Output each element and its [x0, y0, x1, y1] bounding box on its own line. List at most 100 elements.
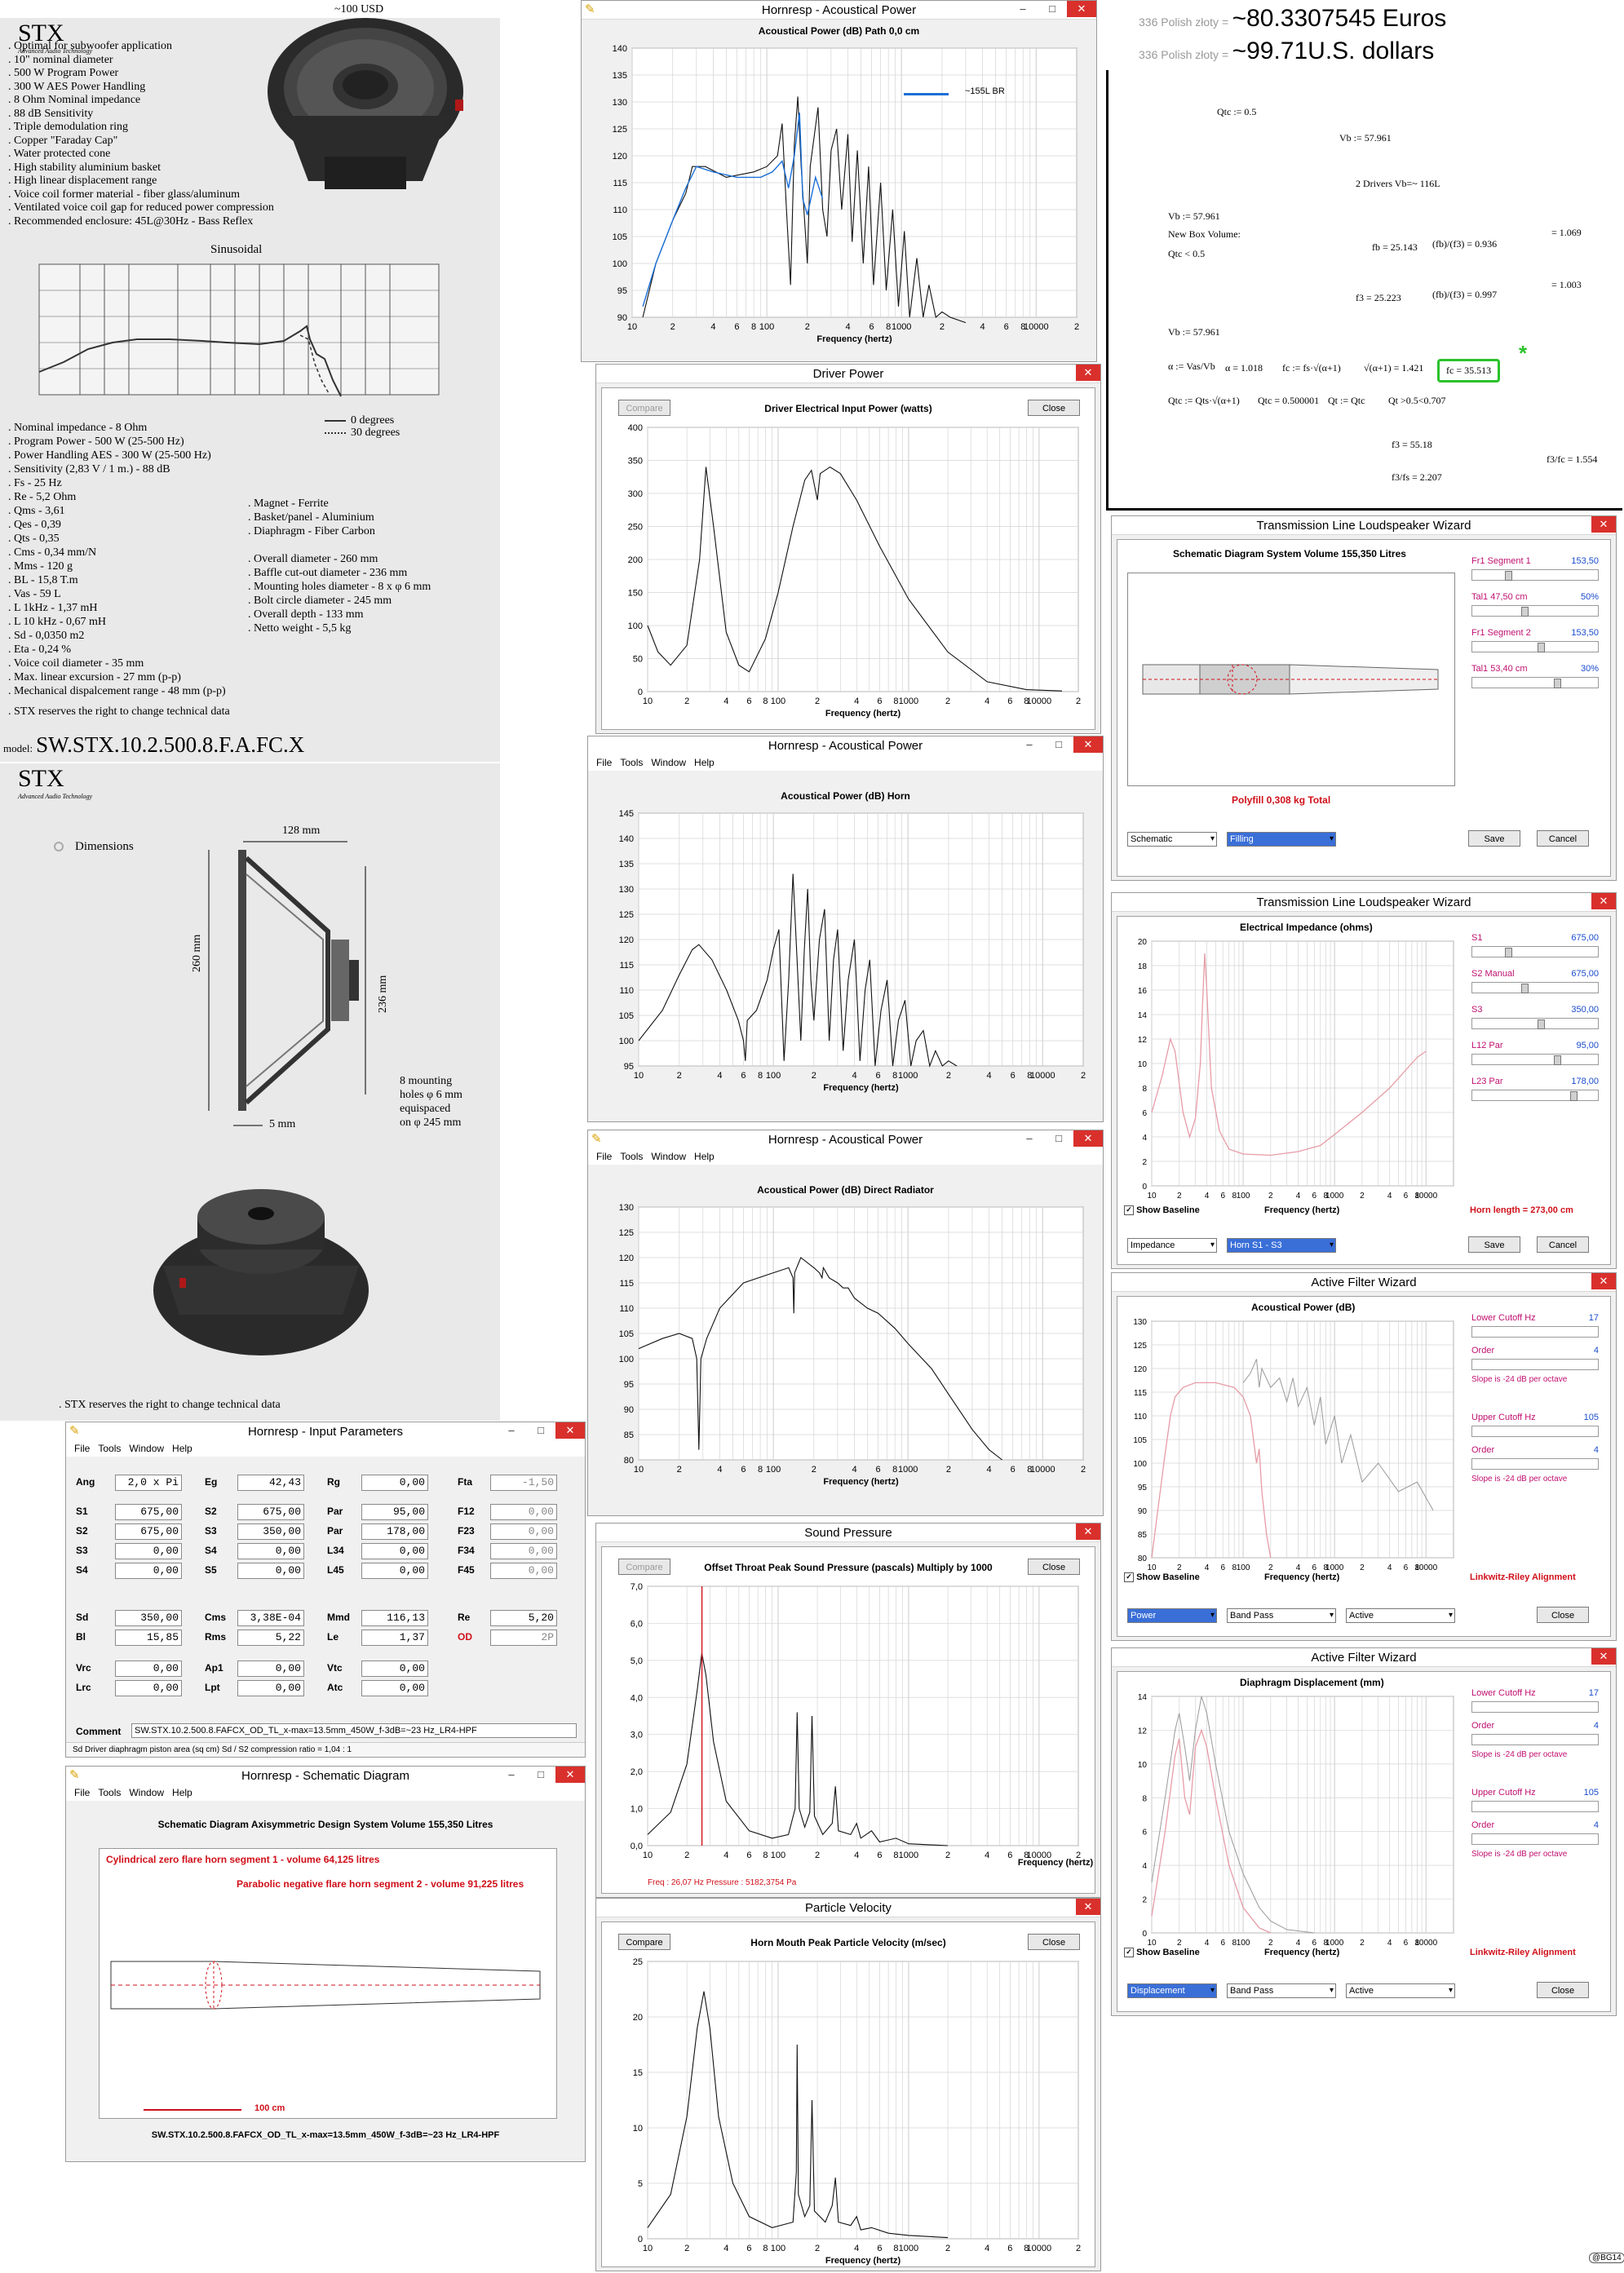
param-field[interactable]: 0,00 [115, 1563, 182, 1579]
minimize-button[interactable]: – [1020, 2, 1026, 15]
compare-button[interactable]: Compare [618, 1559, 670, 1575]
baseline-checkbox[interactable]: ✓ [1124, 1948, 1134, 1958]
close-chart-button[interactable]: Close [1028, 400, 1080, 416]
close-wizard-button[interactable]: Close [1537, 1607, 1589, 1623]
titlebar[interactable]: Particle Velocity ✕ [596, 1899, 1100, 1917]
param-field[interactable]: 178,00 [361, 1523, 428, 1540]
window-acoustical-power-horn[interactable]: Hornresp - Acoustical Power – □ ✕ File Tool… [587, 736, 1104, 1122]
window-acoustical-power-direct[interactable]: ✎ Hornresp - Acoustical Power – □ ✕ File To… [587, 1130, 1104, 1516]
slider-thumb[interactable] [1554, 679, 1561, 688]
close-button[interactable]: ✕ [555, 1422, 585, 1439]
titlebar[interactable]: ✎ Hornresp - Acoustical Power – □ ✕ [582, 1, 1096, 20]
menu-file[interactable]: File [74, 1443, 91, 1454]
filter-slider[interactable] [1471, 1734, 1599, 1745]
menu-window[interactable]: Window [651, 1151, 687, 1162]
menu-window[interactable]: Window [129, 1443, 165, 1454]
slider-thumb[interactable] [1521, 607, 1529, 617]
param-field[interactable]: 1,37 [361, 1630, 428, 1646]
window-input-parameters[interactable]: ✎ Hornresp - Input Parameters – □ ✕ File To… [65, 1422, 586, 1758]
minimize-button[interactable]: – [1026, 738, 1033, 750]
slider-track[interactable] [1471, 605, 1599, 617]
param-field[interactable]: 350,00 [237, 1523, 304, 1540]
filter-slider[interactable] [1471, 1701, 1599, 1713]
param-field[interactable]: 116,13 [361, 1610, 428, 1626]
minimize-button[interactable]: – [508, 1424, 515, 1436]
slider-thumb[interactable] [1521, 984, 1529, 993]
window-active-filter-power[interactable]: Active Filter Wizard ✕ Acoustical Power … [1111, 1272, 1617, 1641]
param-field[interactable]: 350,00 [115, 1610, 182, 1626]
slider-thumb[interactable] [1570, 1091, 1578, 1101]
menu-file[interactable]: File [74, 1787, 91, 1798]
titlebar[interactable]: ✎ Hornresp - Acoustical Power – □ ✕ [588, 1130, 1103, 1149]
window-acoustical-power-path[interactable]: ✎ Hornresp - Acoustical Power – □ ✕ Acoust… [581, 0, 1097, 362]
filter-slider[interactable] [1471, 1458, 1599, 1470]
compare-button[interactable]: Compare [618, 400, 670, 416]
slider-track[interactable] [1471, 641, 1599, 652]
slider-track[interactable] [1471, 1090, 1599, 1101]
save-button[interactable]: Save [1468, 1236, 1520, 1253]
filter-slider[interactable] [1471, 1359, 1599, 1370]
cancel-button[interactable]: Cancel [1537, 1236, 1589, 1253]
param-field[interactable]: 2P [490, 1630, 557, 1646]
close-button[interactable]: ✕ [1591, 1273, 1616, 1289]
cancel-button[interactable]: Cancel [1537, 830, 1589, 847]
view-select[interactable]: Impedance [1127, 1238, 1217, 1253]
show-baseline[interactable]: ✓ Show Baseline [1124, 1572, 1200, 1583]
titlebar[interactable]: Sound Pressure ✕ [596, 1523, 1100, 1542]
menu-help[interactable]: Help [172, 1787, 192, 1798]
close-button[interactable]: ✕ [1073, 736, 1103, 753]
param-field[interactable]: -1,50 [490, 1475, 557, 1491]
menu-tools[interactable]: Tools [98, 1787, 122, 1798]
titlebar[interactable]: Active Filter Wizard ✕ [1112, 1648, 1616, 1667]
window-particle-velocity[interactable]: Particle Velocity ✕ Compare Horn Mouth P… [595, 1898, 1101, 2271]
close-button[interactable]: ✕ [1076, 1523, 1100, 1540]
slider-track[interactable] [1471, 982, 1599, 993]
window-sound-pressure[interactable]: Sound Pressure ✕ Compare Offset Throat P… [595, 1523, 1101, 1898]
filter-type-select[interactable]: Band Pass [1227, 1983, 1336, 1998]
window-tl-wizard-schematic[interactable]: Transmission Line Loudspeaker Wizard ✕ S… [1111, 515, 1617, 881]
menu-help[interactable]: Help [694, 1151, 715, 1162]
close-button[interactable]: ✕ [1591, 516, 1616, 533]
param-field[interactable]: 0,00 [237, 1543, 304, 1559]
close-button[interactable]: ✕ [1073, 1130, 1103, 1147]
param-field[interactable]: 3,38E-04 [237, 1610, 304, 1626]
close-button[interactable]: ✕ [1591, 893, 1616, 909]
parameter-select[interactable]: Filling [1227, 832, 1336, 847]
maximize-button[interactable]: □ [1049, 2, 1055, 15]
baseline-checkbox[interactable]: ✓ [1124, 1572, 1134, 1583]
param-field[interactable]: 0,00 [361, 1661, 428, 1677]
slider-thumb[interactable] [1554, 1055, 1561, 1065]
slider-track[interactable] [1471, 569, 1599, 581]
param-field[interactable]: 0,00 [361, 1680, 428, 1696]
param-field[interactable]: 0,00 [115, 1543, 182, 1559]
window-active-filter-displacement[interactable]: Active Filter Wizard ✕ Diaphragm Displac… [1111, 1647, 1617, 2016]
param-field[interactable]: 2,0 x Pi [115, 1475, 182, 1491]
maximize-button[interactable]: □ [538, 1424, 544, 1436]
filter-type-select[interactable]: Band Pass [1227, 1608, 1336, 1623]
close-wizard-button[interactable]: Close [1537, 1982, 1589, 1998]
slider-thumb[interactable] [1538, 1019, 1545, 1029]
param-field[interactable]: 0,00 [490, 1563, 557, 1579]
minimize-button[interactable]: – [1026, 1132, 1033, 1144]
param-field[interactable]: 0,00 [490, 1504, 557, 1520]
close-chart-button[interactable]: Close [1028, 1559, 1080, 1575]
maximize-button[interactable]: □ [1055, 1132, 1062, 1144]
filter-slider[interactable] [1471, 1833, 1599, 1845]
menu-file[interactable]: File [596, 757, 613, 768]
menu-help[interactable]: Help [172, 1443, 192, 1454]
slider-thumb[interactable] [1505, 571, 1512, 581]
show-baseline[interactable]: ✓ Show Baseline [1124, 1205, 1200, 1216]
slider-track[interactable] [1471, 677, 1599, 688]
param-field[interactable]: 0,00 [237, 1680, 304, 1696]
filter-mode-select[interactable]: Active [1346, 1983, 1455, 1998]
close-button[interactable]: ✕ [1067, 1, 1096, 17]
view-select[interactable]: Schematic [1127, 832, 1217, 847]
baseline-checkbox[interactable]: ✓ [1124, 1205, 1134, 1216]
titlebar[interactable]: Transmission Line Loudspeaker Wizard ✕ [1112, 516, 1616, 535]
param-field[interactable]: 675,00 [115, 1504, 182, 1520]
param-field[interactable]: 42,43 [237, 1475, 304, 1491]
param-field[interactable]: 0,00 [490, 1523, 557, 1540]
slider-track[interactable] [1471, 946, 1599, 957]
slider-track[interactable] [1471, 1054, 1599, 1065]
titlebar[interactable]: Hornresp - Acoustical Power – □ ✕ [588, 736, 1103, 755]
